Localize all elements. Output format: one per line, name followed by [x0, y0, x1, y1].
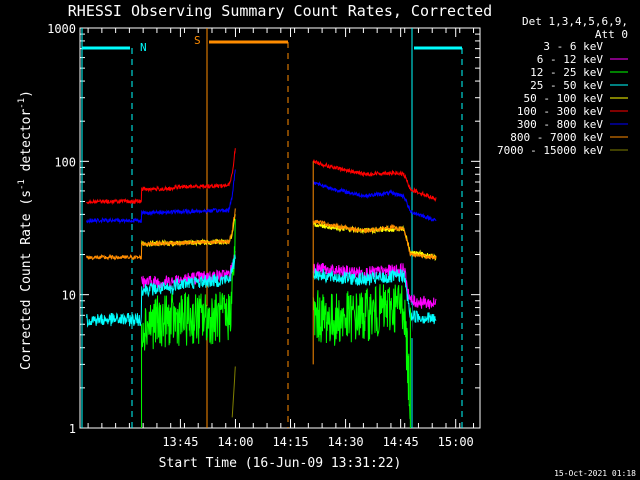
y-tick-label: 100 [54, 155, 76, 169]
series-line [312, 159, 437, 203]
plot-frame [79, 27, 481, 429]
y-tick-label: 1 [69, 422, 76, 436]
saa-label: S [194, 34, 201, 47]
x-tick-label: 14:15 [272, 435, 308, 449]
axis-ticks: 1 10 100 1000 13:45 14:00 14:15 14:30 14:45 15:00 [47, 22, 480, 449]
legend-entry-label: 50 - 100 keV [524, 92, 604, 105]
x-axis-label: Start Time (16-Jun-09 13:31:22) [159, 456, 402, 471]
legend-entry-label: 12 - 25 keV [530, 66, 603, 79]
series-line [231, 366, 236, 418]
series-line [312, 180, 437, 223]
series-line [86, 148, 236, 206]
x-tick-label: 14:00 [217, 435, 253, 449]
legend-entry-label: 100 - 300 keV [517, 105, 603, 118]
legend-entry-label: 7000 - 15000 keV [497, 144, 603, 157]
series-line [86, 169, 236, 225]
x-tick-label: 15:00 [438, 435, 474, 449]
legend-entry-label: 3 - 6 keV [543, 40, 603, 53]
legend-entry-label: 6 - 12 keV [537, 53, 604, 66]
series-line [312, 268, 437, 325]
series-line [312, 219, 437, 260]
legend-header-line-2: Att 0 [595, 28, 628, 41]
footer-timestamp: 15-Oct-2021 01:18 [554, 469, 636, 478]
legend-entry-label: 300 - 800 keV [517, 118, 603, 131]
series-line [141, 251, 236, 289]
legend-header-line-1: Det 1,3,4,5,6,9, [522, 15, 628, 28]
x-tick-label: 14:30 [328, 435, 364, 449]
legend-entry-label: 25 - 50 keV [530, 79, 603, 92]
observing-intervals: NS [81, 28, 463, 428]
series-line [86, 254, 236, 328]
series-line [86, 208, 236, 261]
night-label: N [140, 41, 147, 54]
series-line [141, 218, 236, 351]
series-line [312, 284, 411, 420]
chart-title: RHESSI Observing Summary Count Rates, Co… [68, 2, 492, 20]
data-series [86, 148, 437, 428]
y-tick-label: 1000 [47, 22, 76, 36]
x-tick-label: 14:45 [383, 435, 419, 449]
y-axis-label: Corrected Count Rate (s-1 detector-1) [17, 90, 34, 370]
series-line [312, 262, 437, 310]
legend-entry-label: 800 - 7000 keV [510, 131, 603, 144]
x-tick-label: 13:45 [162, 435, 198, 449]
y-tick-label: 10 [62, 289, 76, 303]
